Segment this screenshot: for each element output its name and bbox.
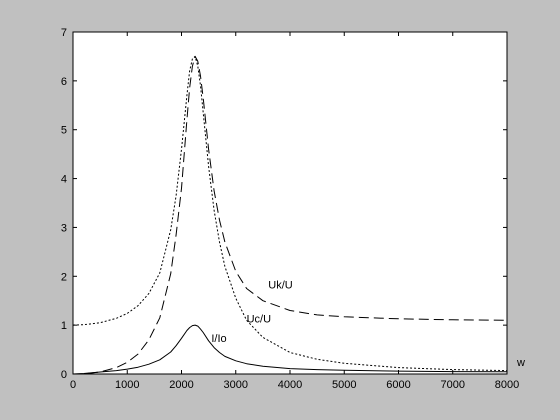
x-tick-label: 7000: [441, 379, 465, 391]
series-line-i-io: [72, 324, 508, 375]
annotation-i-io: I/Io: [211, 333, 226, 345]
axis-ticks: [72, 31, 508, 375]
series-line-uc-u: [72, 55, 508, 372]
y-tick-label: 0: [61, 369, 67, 381]
annotation-uc-u: Uc/U: [247, 314, 272, 326]
axes-background: [73, 32, 507, 374]
tick-labels: 0 1000 2000 3000 4000 5000 6000 7000 8000 0 1 2 3 4 5 6…: [61, 27, 519, 391]
y-tick-label: 3: [61, 222, 67, 234]
series-line-uk-u: [72, 55, 508, 375]
x-tick-label: 3000: [224, 379, 248, 391]
y-tick-label: 7: [61, 27, 67, 39]
y-tick-label: 6: [61, 76, 67, 88]
plot-curves: [72, 55, 508, 375]
x-tick-label: 6000: [386, 379, 410, 391]
x-tick-label: 8000: [495, 379, 519, 391]
y-tick-label: 1: [61, 320, 67, 332]
y-tick-label: 4: [61, 174, 67, 186]
x-tick-label: 5000: [332, 379, 356, 391]
x-tick-label: 4000: [278, 379, 302, 391]
y-tick-label: 2: [61, 271, 67, 283]
x-tick-label: 1000: [115, 379, 139, 391]
x-axis-label: w: [516, 357, 525, 369]
x-tick-label: 0: [70, 379, 76, 391]
annotation-uk-u: Uk/U: [268, 280, 293, 292]
y-tick-label: 5: [61, 125, 67, 137]
x-tick-label: 2000: [169, 379, 193, 391]
curve-annotations: I/Io Uc/U Uk/U: [211, 280, 292, 346]
